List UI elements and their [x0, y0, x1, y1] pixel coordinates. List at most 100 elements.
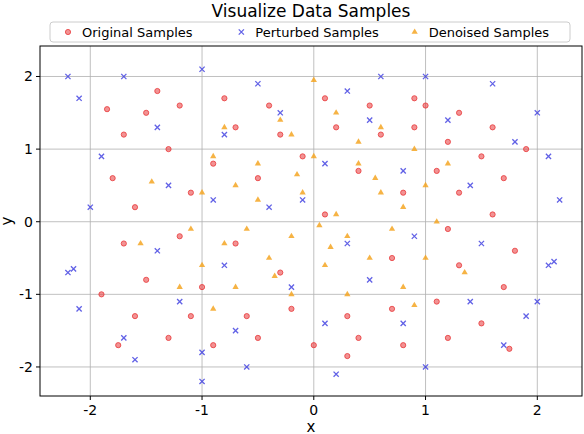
- grid-line: [40, 76, 582, 77]
- point: [546, 154, 551, 159]
- point: [244, 364, 249, 369]
- point: [188, 190, 193, 195]
- point: [311, 77, 317, 82]
- point: [411, 146, 417, 151]
- point: [266, 205, 271, 210]
- point: [233, 241, 238, 246]
- point: [299, 189, 305, 194]
- point: [367, 277, 372, 282]
- point: [221, 240, 227, 245]
- point: [400, 204, 406, 209]
- point: [524, 147, 529, 152]
- point: [288, 291, 294, 296]
- point: [188, 225, 194, 230]
- point: [233, 125, 238, 130]
- point: [132, 205, 137, 210]
- point: [411, 302, 417, 307]
- tick: [36, 149, 40, 150]
- point: [462, 269, 468, 274]
- point: [468, 183, 473, 188]
- grid-line: [90, 46, 91, 396]
- point: [355, 160, 361, 165]
- point: [121, 74, 126, 79]
- point: [233, 328, 238, 333]
- point: [367, 254, 373, 259]
- point: [166, 147, 171, 152]
- legend-label: Perturbed Samples: [255, 25, 379, 40]
- point: [199, 189, 205, 194]
- point: [501, 176, 506, 181]
- point: [255, 81, 260, 86]
- point: [356, 335, 361, 340]
- point: [255, 176, 260, 181]
- point: [300, 154, 305, 159]
- point: [121, 132, 126, 137]
- point: [322, 321, 327, 326]
- point: [367, 117, 372, 122]
- point: [412, 96, 417, 101]
- grid-line: [202, 46, 203, 396]
- point: [372, 175, 378, 180]
- point: [177, 283, 183, 288]
- point: [155, 248, 160, 253]
- chart: -2-1012-2-1012Visualize Data SamplesxyOr…: [0, 0, 584, 434]
- point: [177, 103, 182, 108]
- legend: Original SamplesPerturbed SamplesDenoise…: [50, 22, 570, 42]
- grid-line: [537, 46, 538, 396]
- legend-label: Denoised Samples: [429, 25, 550, 40]
- point: [400, 283, 406, 288]
- point: [288, 233, 294, 238]
- point: [333, 109, 339, 114]
- point: [311, 153, 317, 158]
- grid-line: [40, 366, 582, 367]
- point: [445, 335, 450, 340]
- point: [401, 321, 406, 326]
- point: [445, 226, 450, 231]
- point: [389, 255, 394, 260]
- point: [401, 190, 406, 195]
- point: [322, 262, 328, 267]
- point: [166, 183, 171, 188]
- point: [110, 176, 115, 181]
- point: [77, 306, 82, 311]
- point: [199, 379, 204, 384]
- point: [378, 189, 384, 194]
- point: [490, 81, 495, 86]
- point: [311, 343, 316, 348]
- point: [401, 343, 406, 348]
- tick-label: 0: [24, 214, 33, 230]
- tick-label: 1: [24, 141, 33, 157]
- point: [479, 241, 484, 246]
- point: [255, 196, 261, 201]
- legend-marker: [65, 29, 70, 34]
- tick-label: 1: [421, 402, 430, 418]
- x-label: x: [307, 418, 316, 434]
- point: [244, 314, 249, 319]
- point: [278, 270, 283, 275]
- point: [345, 314, 350, 319]
- point: [294, 171, 300, 176]
- point: [334, 125, 339, 130]
- point: [166, 335, 171, 340]
- point: [389, 306, 394, 311]
- point: [423, 74, 428, 79]
- point: [401, 168, 406, 173]
- tick: [36, 366, 40, 367]
- y-label: y: [0, 216, 16, 225]
- tick-label: -1: [19, 286, 33, 302]
- point: [300, 197, 305, 202]
- point: [232, 283, 238, 288]
- point: [479, 154, 484, 159]
- point: [288, 131, 294, 136]
- grid-line: [40, 149, 582, 150]
- point: [378, 124, 384, 129]
- point: [434, 168, 439, 173]
- point: [344, 291, 350, 296]
- point: [445, 117, 450, 122]
- tick-label: 0: [309, 402, 318, 418]
- point: [512, 248, 517, 253]
- point: [344, 233, 350, 238]
- grid-line: [40, 221, 582, 222]
- point: [99, 292, 104, 297]
- point: [355, 138, 361, 143]
